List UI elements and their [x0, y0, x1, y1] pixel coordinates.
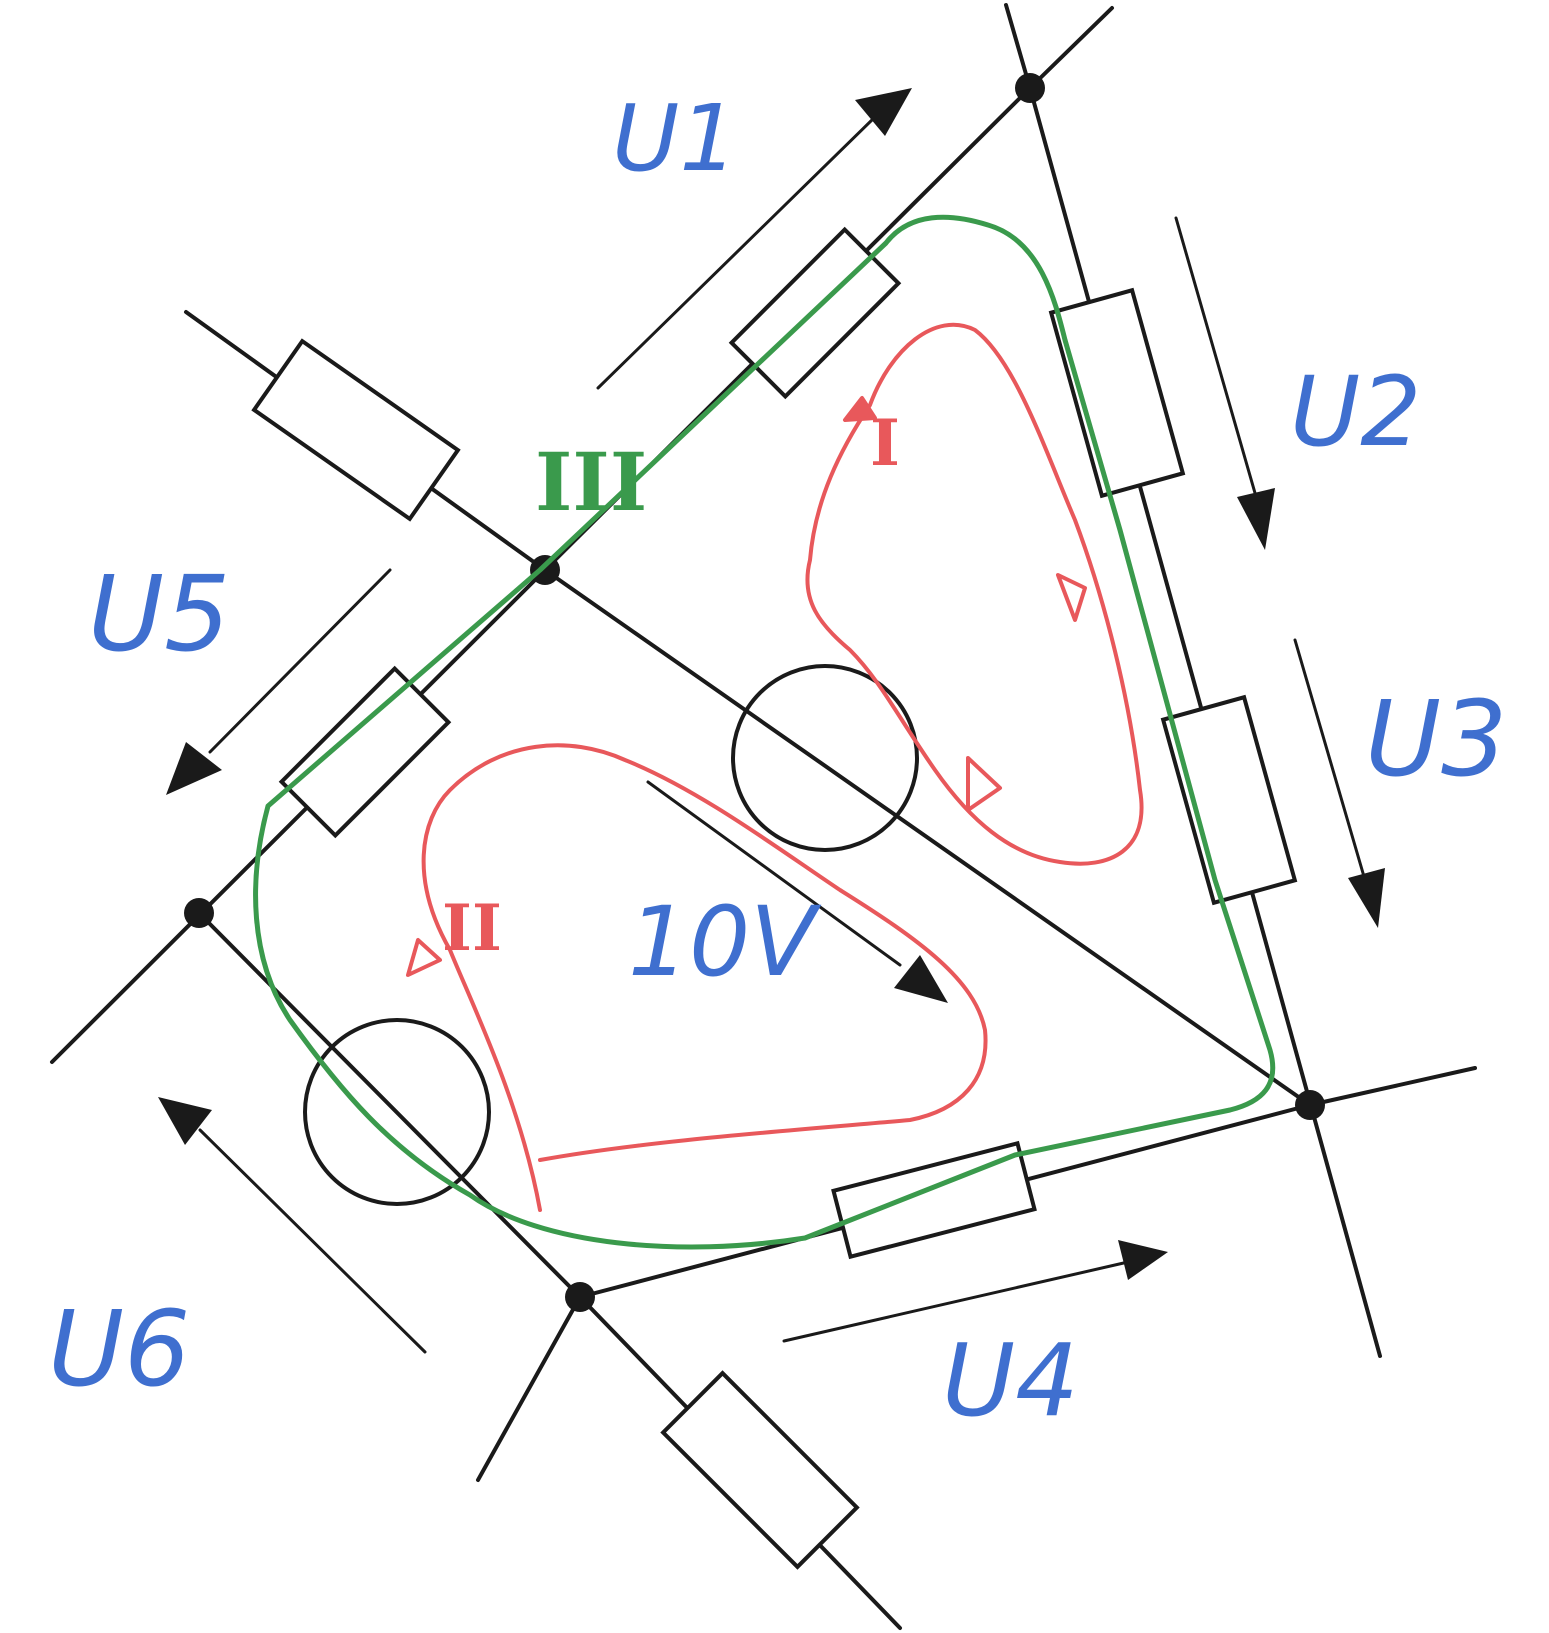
loop-i-arrow-top	[843, 396, 877, 422]
node-right	[1295, 1090, 1325, 1120]
wire-top-right-stub	[1028, 6, 1114, 90]
label-u6: U6	[48, 1288, 190, 1410]
loop-ii-arrow	[406, 938, 442, 977]
loop-path-ii	[421, 743, 988, 1212]
resistor-upper-left	[251, 338, 461, 522]
label-loop-iii: III	[535, 435, 647, 529]
arrow-u4	[782, 1240, 1168, 1343]
voltage-source-left	[303, 1018, 491, 1206]
wire-center-diagonal	[543, 568, 1312, 1107]
arrow-source-center	[646, 780, 948, 1003]
label-u1: U1	[612, 85, 738, 192]
resistor-r3	[1160, 694, 1298, 906]
arrow-u6	[158, 1097, 427, 1354]
arrow-u3	[1293, 638, 1385, 928]
wire-diagonal-lower	[50, 568, 547, 1064]
label-loop-i: I	[870, 406, 900, 481]
node-bottom	[565, 1282, 595, 1312]
node-left	[184, 898, 214, 928]
node-center	[530, 555, 560, 585]
label-u4: U4	[942, 1322, 1079, 1439]
nodes	[184, 73, 1325, 1312]
arrow-u1	[596, 88, 912, 390]
mesh-loops	[253, 214, 1276, 1250]
loop-path-i	[805, 322, 1144, 866]
wire-left-lower	[197, 911, 582, 1299]
wire-right-stub	[1308, 1066, 1477, 1107]
wire-bottom-left-stub	[476, 1295, 582, 1482]
loop-i-arrow-right	[1056, 573, 1087, 622]
resistor-r5	[278, 665, 452, 839]
label-u2: U2	[1290, 356, 1421, 468]
voltage-source-center	[731, 664, 919, 852]
arrow-u5	[166, 568, 392, 795]
voltage-arrows	[158, 88, 1385, 1354]
arrow-u2	[1174, 216, 1275, 550]
sources	[303, 664, 919, 1206]
loop-i-arrow-bottom	[966, 756, 1002, 812]
resistor-r2	[1048, 287, 1186, 499]
node-top	[1015, 73, 1045, 103]
label-loop-ii: II	[442, 891, 502, 966]
label-u3: U3	[1365, 678, 1507, 800]
resistor-bottom	[660, 1370, 860, 1570]
label-u5: U5	[88, 553, 230, 675]
label-source-value: 10V	[628, 886, 822, 998]
labels: U1 U2 U3 U4 U5 U6 10V I II III	[48, 85, 1507, 1439]
loop-path-iii	[253, 214, 1276, 1250]
